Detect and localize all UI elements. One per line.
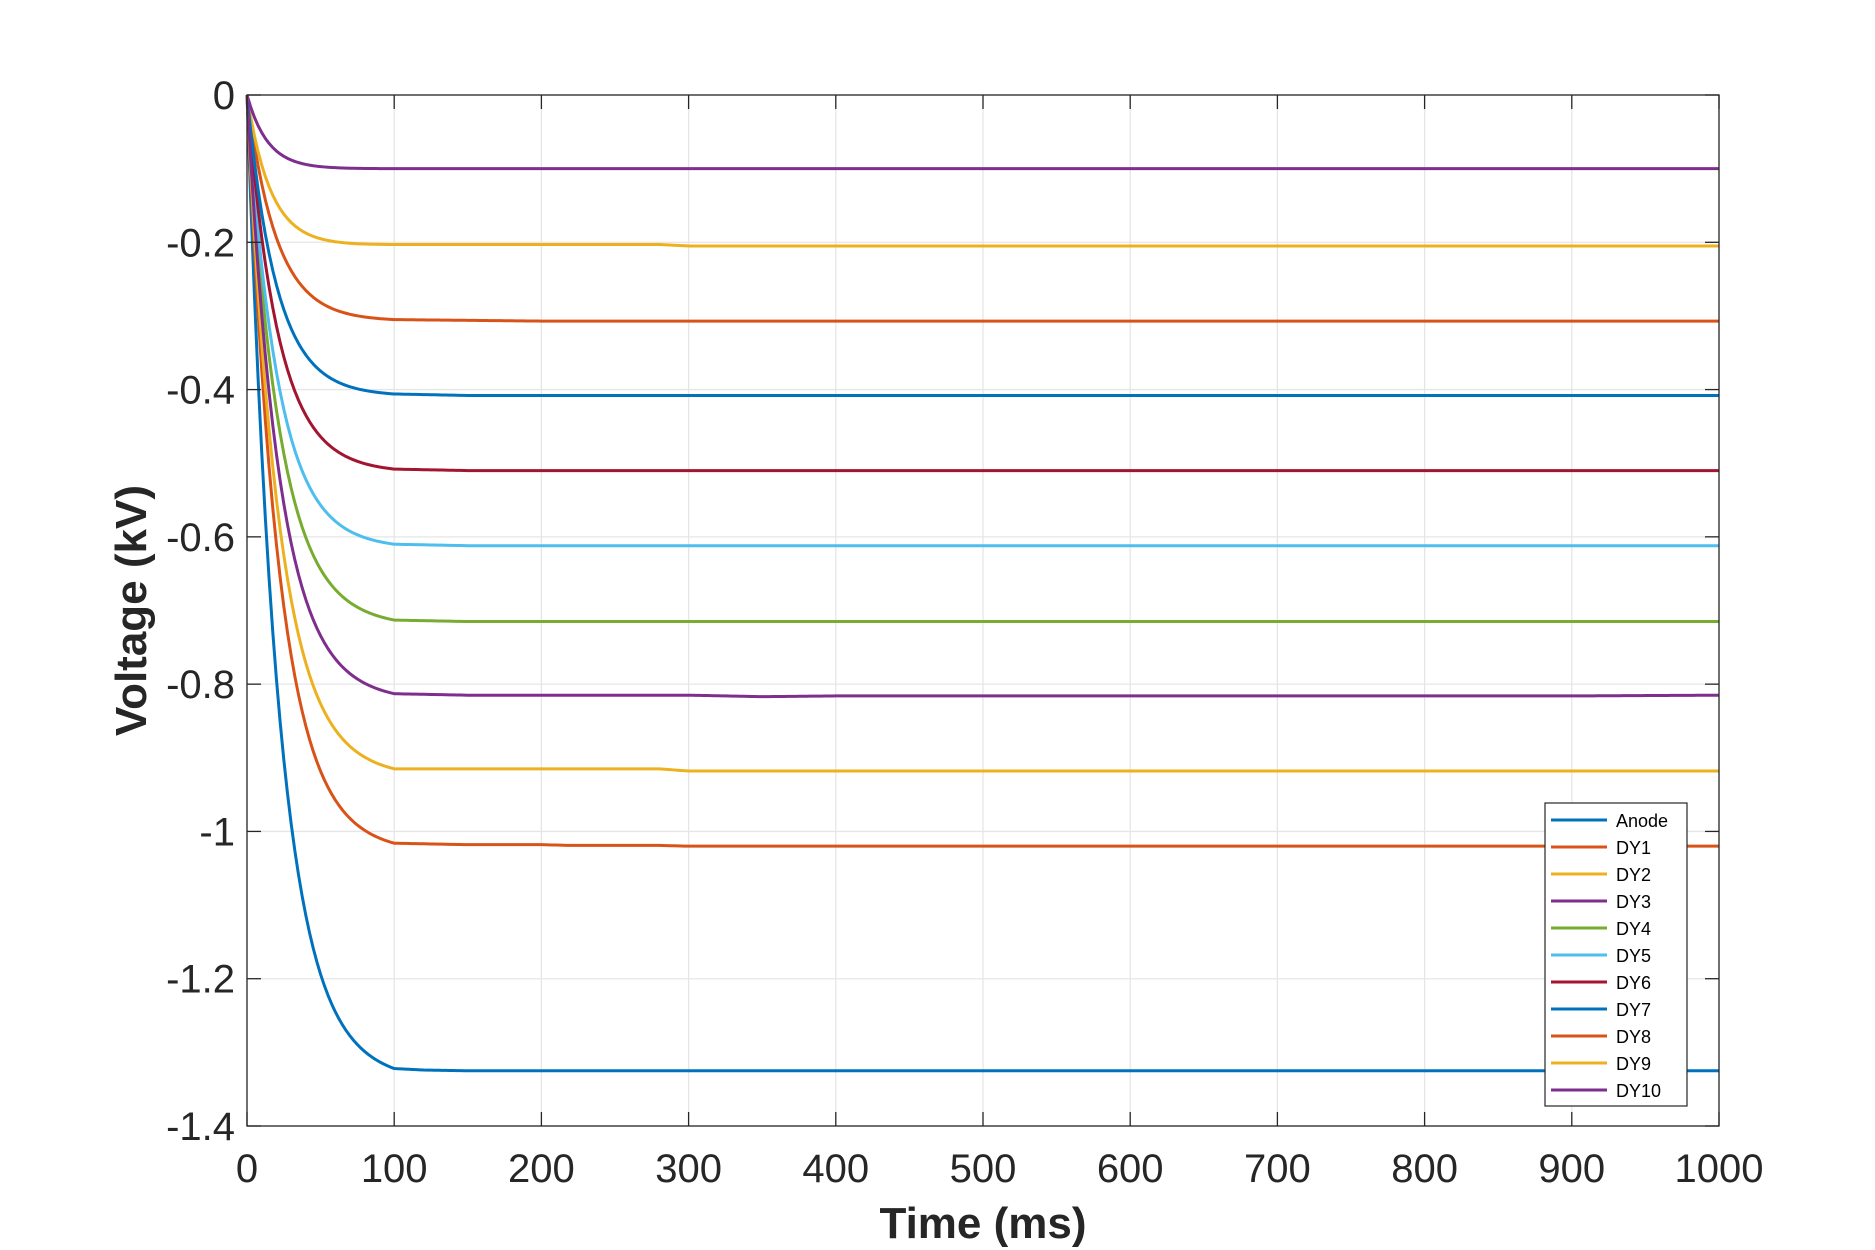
x-tick-label: 400	[802, 1147, 869, 1191]
x-tick-label: 300	[655, 1147, 722, 1191]
series-line-anode	[245, 94, 1719, 1073]
legend-label: DY7	[1616, 1000, 1651, 1020]
legend-label: DY8	[1616, 1027, 1651, 1047]
y-tick-label: -1.2	[166, 958, 235, 1002]
series-line-dy8	[245, 94, 1719, 848]
y-axis-title: Voltage (kV)	[107, 485, 156, 736]
series-line-dy9	[245, 94, 1719, 773]
legend-label: DY10	[1616, 1081, 1661, 1101]
legend-label: DY1	[1616, 838, 1651, 858]
x-tick-label: 200	[508, 1147, 575, 1191]
series-line-dy10	[245, 94, 1720, 699]
x-tick-label: 700	[1244, 1147, 1311, 1191]
legend-label: Anode	[1616, 811, 1668, 831]
series-line-dy1	[245, 94, 1719, 323]
tick-layer: 0 100 200 300 400 500 600 700 800 900 1000 0 -0.2 -0.…	[166, 74, 1763, 1191]
series-line-dy5	[245, 94, 1719, 548]
series-line-dy3	[245, 94, 1719, 171]
series-line-dy7	[245, 94, 1719, 397]
y-tick-label: -1.4	[166, 1105, 235, 1149]
x-tick-label: 100	[361, 1147, 428, 1191]
x-tick-label: 900	[1538, 1147, 1605, 1191]
x-tick-label: 0	[236, 1147, 258, 1191]
x-axis-title: Time (ms)	[879, 1199, 1086, 1248]
legend: Anode DY1 DY2 DY3 DY4 DY5 DY6 DY7 DY8 DY9 DY10	[1544, 802, 1688, 1107]
legend-label: DY2	[1616, 865, 1651, 885]
legend-label: DY9	[1616, 1054, 1651, 1074]
y-tick-label: 0	[213, 74, 235, 118]
y-tick-label: -0.2	[166, 221, 235, 265]
series-line-dy4	[245, 94, 1719, 624]
y-tick-label: -0.6	[166, 516, 235, 560]
y-tick-label: -1	[199, 810, 235, 854]
series-line-dy2	[245, 94, 1719, 248]
legend-label: DY3	[1616, 892, 1651, 912]
legend-label: DY6	[1616, 973, 1651, 993]
y-tick-label: -0.4	[166, 369, 235, 413]
y-tick-label: -0.8	[166, 663, 235, 707]
series-layer	[245, 94, 1720, 1073]
x-tick-label: 500	[950, 1147, 1017, 1191]
legend-label: DY4	[1616, 919, 1651, 939]
legend-label: DY5	[1616, 946, 1651, 966]
series-line-dy6	[245, 94, 1719, 473]
x-tick-label: 800	[1391, 1147, 1458, 1191]
x-tick-label: 1000	[1675, 1147, 1764, 1191]
x-tick-label: 600	[1097, 1147, 1164, 1191]
